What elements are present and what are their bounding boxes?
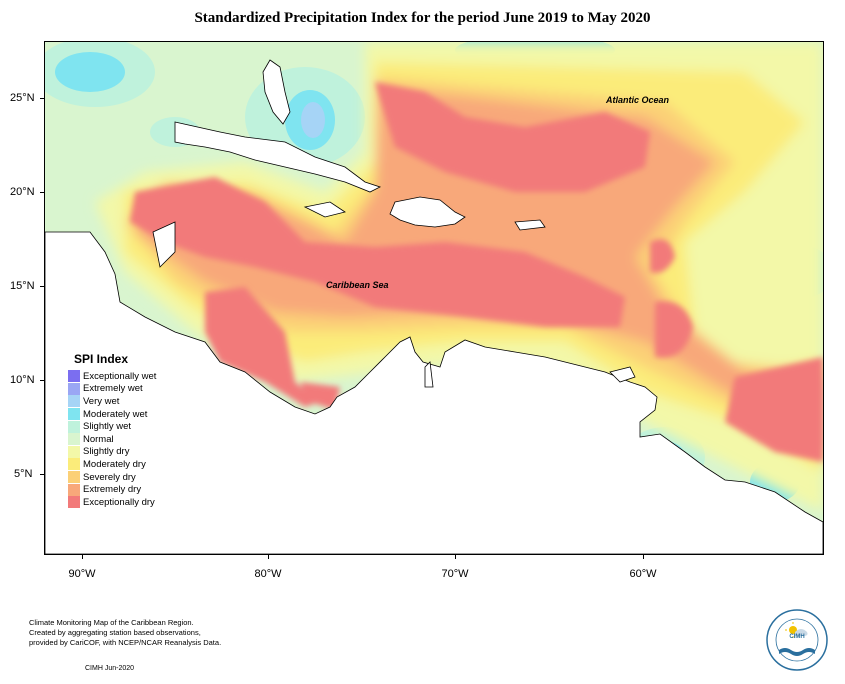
legend-label: Slightly dry	[83, 446, 130, 458]
legend-swatch	[68, 370, 80, 383]
lon-label-70w: 70°W	[441, 568, 469, 580]
legend-swatch	[68, 471, 80, 484]
legend-item: Normal	[68, 433, 168, 446]
lat-tick	[40, 192, 44, 193]
exceptionally-dry-cores	[130, 82, 823, 462]
spi-legend: SPI Index Exceptionally wet Extremely wet…	[68, 352, 168, 509]
legend-rows: Exceptionally wet Extremely wet Very wet Mo…	[68, 370, 168, 509]
legend-swatch	[68, 458, 80, 471]
footer-line-3: provided by CariCOF, with NCEP/NCAR Rean…	[29, 638, 222, 647]
legend-item: Slightly wet	[68, 420, 168, 433]
legend-label: Moderately wet	[83, 408, 148, 420]
lat-tick	[40, 474, 44, 475]
legend-swatch	[68, 395, 80, 408]
legend-item: Very wet	[68, 395, 168, 408]
legend-item: Slightly dry	[68, 445, 168, 459]
legend-item: Severely dry	[68, 471, 168, 484]
spi-map-canvas	[45, 42, 823, 554]
lon-tick	[268, 554, 269, 559]
legend-label: Extremely dry	[83, 484, 142, 496]
lat-label-25n: 25°N	[10, 92, 35, 104]
map-title: Standardized Precipitation Index for the…	[194, 10, 651, 26]
landmasses	[45, 59, 823, 554]
footer-notes: Climate Monitoring Map of the Caribbean …	[29, 618, 221, 648]
legend-label: Extremely wet	[83, 383, 143, 395]
legend-item: Extremely wet	[68, 382, 168, 396]
footer-line-1: Climate Monitoring Map of the Caribbean …	[29, 618, 194, 627]
legend-label: Exceptionally wet	[83, 370, 157, 382]
footer-line-2: Created by aggregating station based obs…	[29, 628, 201, 637]
legend-swatch	[68, 445, 80, 458]
legend-swatch	[68, 408, 80, 421]
legend-item: Moderately wet	[68, 408, 168, 421]
caribbean-sea-label: Caribbean Sea	[326, 280, 389, 290]
legend-swatch	[68, 382, 80, 395]
spi-map: Atlantic Ocean Caribbean Sea	[44, 41, 824, 555]
legend-label: Severely dry	[83, 471, 136, 483]
cimh-logo-icon	[766, 609, 828, 671]
legend-title: SPI Index	[74, 352, 129, 366]
legend-item: Exceptionally wet	[68, 370, 168, 383]
legend-label: Moderately dry	[83, 458, 146, 470]
lon-tick	[82, 554, 83, 559]
lon-label-90w: 90°W	[68, 568, 96, 580]
legend-item: Extremely dry	[68, 483, 168, 496]
lat-label-20n: 20°N	[10, 186, 35, 198]
logo-text: CIMH	[789, 634, 805, 640]
legend-label: Very wet	[83, 395, 120, 407]
legend-label: Exceptionally dry	[83, 496, 155, 508]
lon-tick	[455, 554, 456, 559]
atlantic-ocean-label: Atlantic Ocean	[606, 95, 670, 105]
legend-swatch	[68, 433, 80, 446]
legend-label: Normal	[83, 433, 114, 445]
legend-swatch	[68, 483, 80, 496]
lat-label-5n: 5°N	[14, 468, 33, 480]
legend-item: Moderately dry	[68, 458, 168, 471]
lat-tick	[40, 286, 44, 287]
lon-label-60w: 60°W	[629, 568, 657, 580]
lat-tick	[40, 98, 44, 99]
lat-label-15n: 15°N	[10, 280, 35, 292]
lon-label-80w: 80°W	[254, 568, 282, 580]
legend-label: Slightly wet	[83, 421, 132, 433]
cimh-logo: CIMH	[765, 608, 829, 672]
legend-swatch	[68, 496, 80, 509]
lat-tick	[40, 380, 44, 381]
legend-item: Exceptionally dry	[68, 496, 168, 509]
lat-label-10n: 10°N	[10, 374, 35, 386]
lon-tick	[643, 554, 644, 559]
footer-date: CIMH Jun-2020	[85, 665, 135, 672]
legend-swatch	[68, 420, 80, 433]
